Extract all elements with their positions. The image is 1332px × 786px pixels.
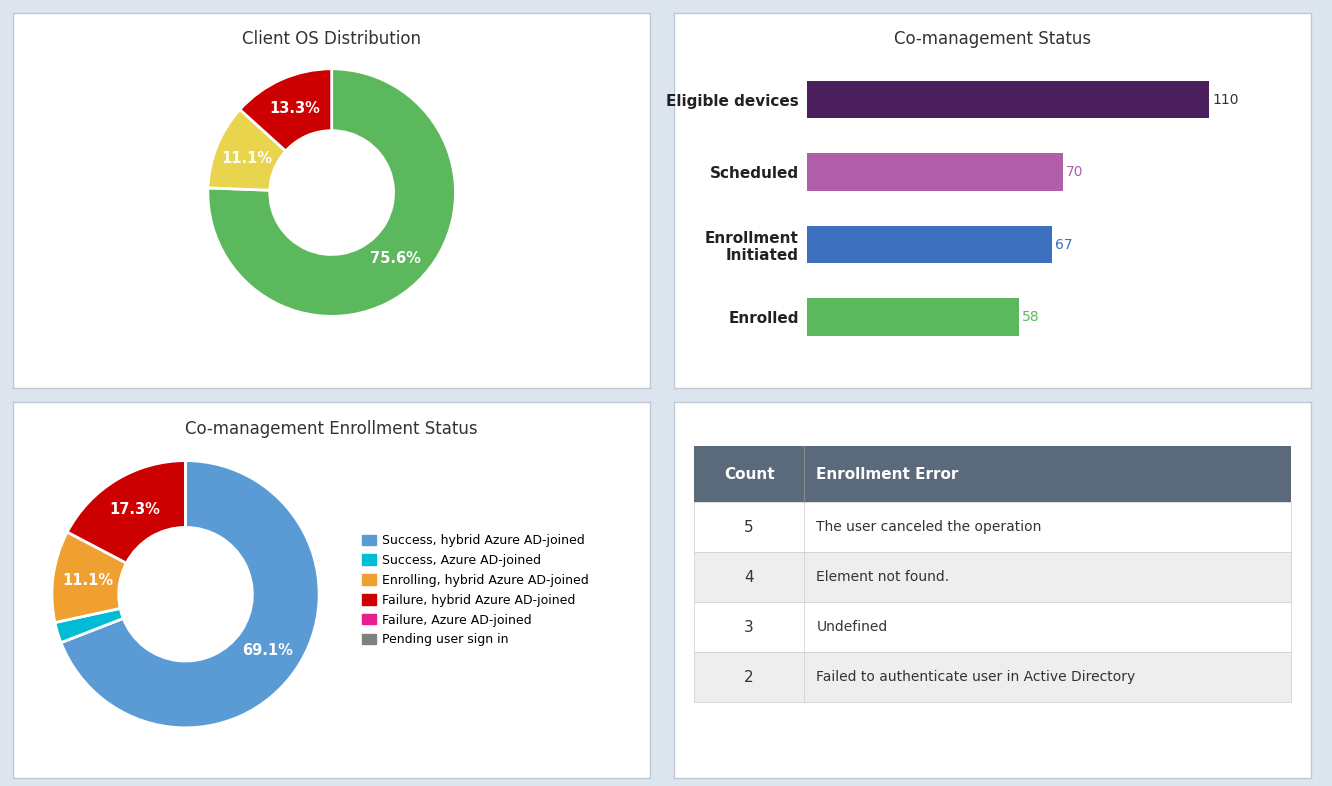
Bar xyxy=(694,502,1291,553)
Text: Count: Count xyxy=(723,467,774,482)
Text: Enrollment Error: Enrollment Error xyxy=(817,467,959,482)
Text: Failed to authenticate user in Active Directory: Failed to authenticate user in Active Di… xyxy=(817,670,1136,685)
Text: Client OS Distribution: Client OS Distribution xyxy=(242,30,421,48)
Text: 11.1%: 11.1% xyxy=(63,574,113,589)
Bar xyxy=(807,81,1209,119)
Text: 75.6%: 75.6% xyxy=(370,251,421,266)
Text: Element not found.: Element not found. xyxy=(817,571,950,584)
Text: Undefined: Undefined xyxy=(817,620,887,634)
Text: 69.1%: 69.1% xyxy=(241,642,293,658)
Wedge shape xyxy=(55,608,124,643)
Text: 17.3%: 17.3% xyxy=(109,502,160,517)
Bar xyxy=(694,553,1291,602)
Wedge shape xyxy=(240,68,332,151)
Text: 11.1%: 11.1% xyxy=(221,151,272,166)
Text: 2: 2 xyxy=(745,670,754,685)
Wedge shape xyxy=(61,461,320,728)
Text: The user canceled the operation: The user canceled the operation xyxy=(817,520,1042,534)
Wedge shape xyxy=(67,461,185,563)
Text: 70: 70 xyxy=(1066,165,1083,179)
Legend: Windows 10 1709 and above, Windows 10 lower than 1709, Windows 7 & 8.x: Windows 10 1709 and above, Windows 10 lo… xyxy=(89,429,574,449)
Text: 3: 3 xyxy=(745,620,754,635)
Text: Co-management Status: Co-management Status xyxy=(894,30,1091,48)
Text: 110: 110 xyxy=(1212,93,1239,107)
Legend: Success, hybrid Azure AD-joined, Success, Azure AD-joined, Enrolling, hybrid Azu: Success, hybrid Azure AD-joined, Success… xyxy=(357,529,594,652)
Bar xyxy=(694,602,1291,652)
Text: 5: 5 xyxy=(745,520,754,535)
Wedge shape xyxy=(208,109,286,190)
Text: 4: 4 xyxy=(745,570,754,585)
Text: 13.3%: 13.3% xyxy=(269,101,320,116)
Text: 58: 58 xyxy=(1022,310,1040,324)
Text: Co-management Enrollment Status: Co-management Enrollment Status xyxy=(185,420,478,438)
Text: 67: 67 xyxy=(1055,237,1072,252)
Bar xyxy=(807,153,1063,191)
Bar xyxy=(694,446,1291,502)
Bar xyxy=(694,652,1291,702)
Bar xyxy=(807,226,1052,263)
Wedge shape xyxy=(208,68,456,316)
Wedge shape xyxy=(52,532,127,623)
Bar xyxy=(807,298,1019,336)
